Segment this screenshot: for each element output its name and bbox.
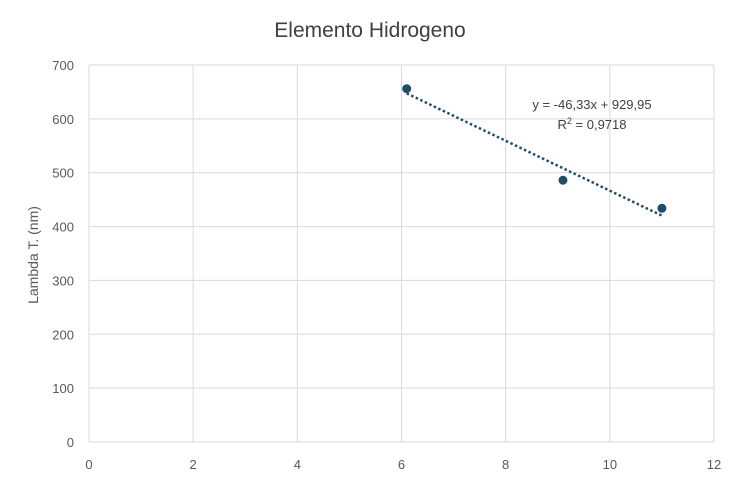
y-axis-label: Lambda T. (nm) xyxy=(25,206,41,304)
r2-prefix: R xyxy=(558,117,567,132)
trendline-r-squared: R2 = 0,9718 xyxy=(558,116,627,132)
y-tick-label: 200 xyxy=(52,327,74,342)
x-tick-label: 8 xyxy=(502,457,509,472)
y-tick-label: 400 xyxy=(52,220,74,235)
y-tick-label: 300 xyxy=(52,273,74,288)
data-point xyxy=(657,203,667,213)
chart-title: Elemento Hidrogeno xyxy=(274,19,465,42)
y-tick-labels: 0 100 200 300 400 500 600 700 xyxy=(52,58,74,450)
trendline-layer xyxy=(406,92,663,217)
trendline-equation: y = -46,33x + 929,95 xyxy=(532,97,651,112)
x-tick-label: 10 xyxy=(603,457,617,472)
y-tick-label: 600 xyxy=(52,112,74,127)
r2-superscript: 2 xyxy=(567,116,572,126)
r2-value: = 0,9718 xyxy=(572,117,627,132)
y-tick-label: 500 xyxy=(52,166,74,181)
x-tick-label: 2 xyxy=(190,457,197,472)
y-tick-label: 100 xyxy=(52,381,74,396)
x-tick-label: 12 xyxy=(707,457,721,472)
x-tick-labels: 0 2 4 6 8 10 12 xyxy=(85,457,721,472)
data-point xyxy=(558,175,568,185)
trendline xyxy=(406,92,663,217)
grid-lines xyxy=(88,64,715,443)
y-tick-label: 0 xyxy=(67,435,74,450)
data-points xyxy=(402,84,667,213)
data-point xyxy=(402,84,412,94)
x-tick-label: 6 xyxy=(398,457,405,472)
y-tick-label: 700 xyxy=(52,58,74,73)
x-tick-label: 4 xyxy=(294,457,301,472)
x-tick-label: 0 xyxy=(85,457,92,472)
